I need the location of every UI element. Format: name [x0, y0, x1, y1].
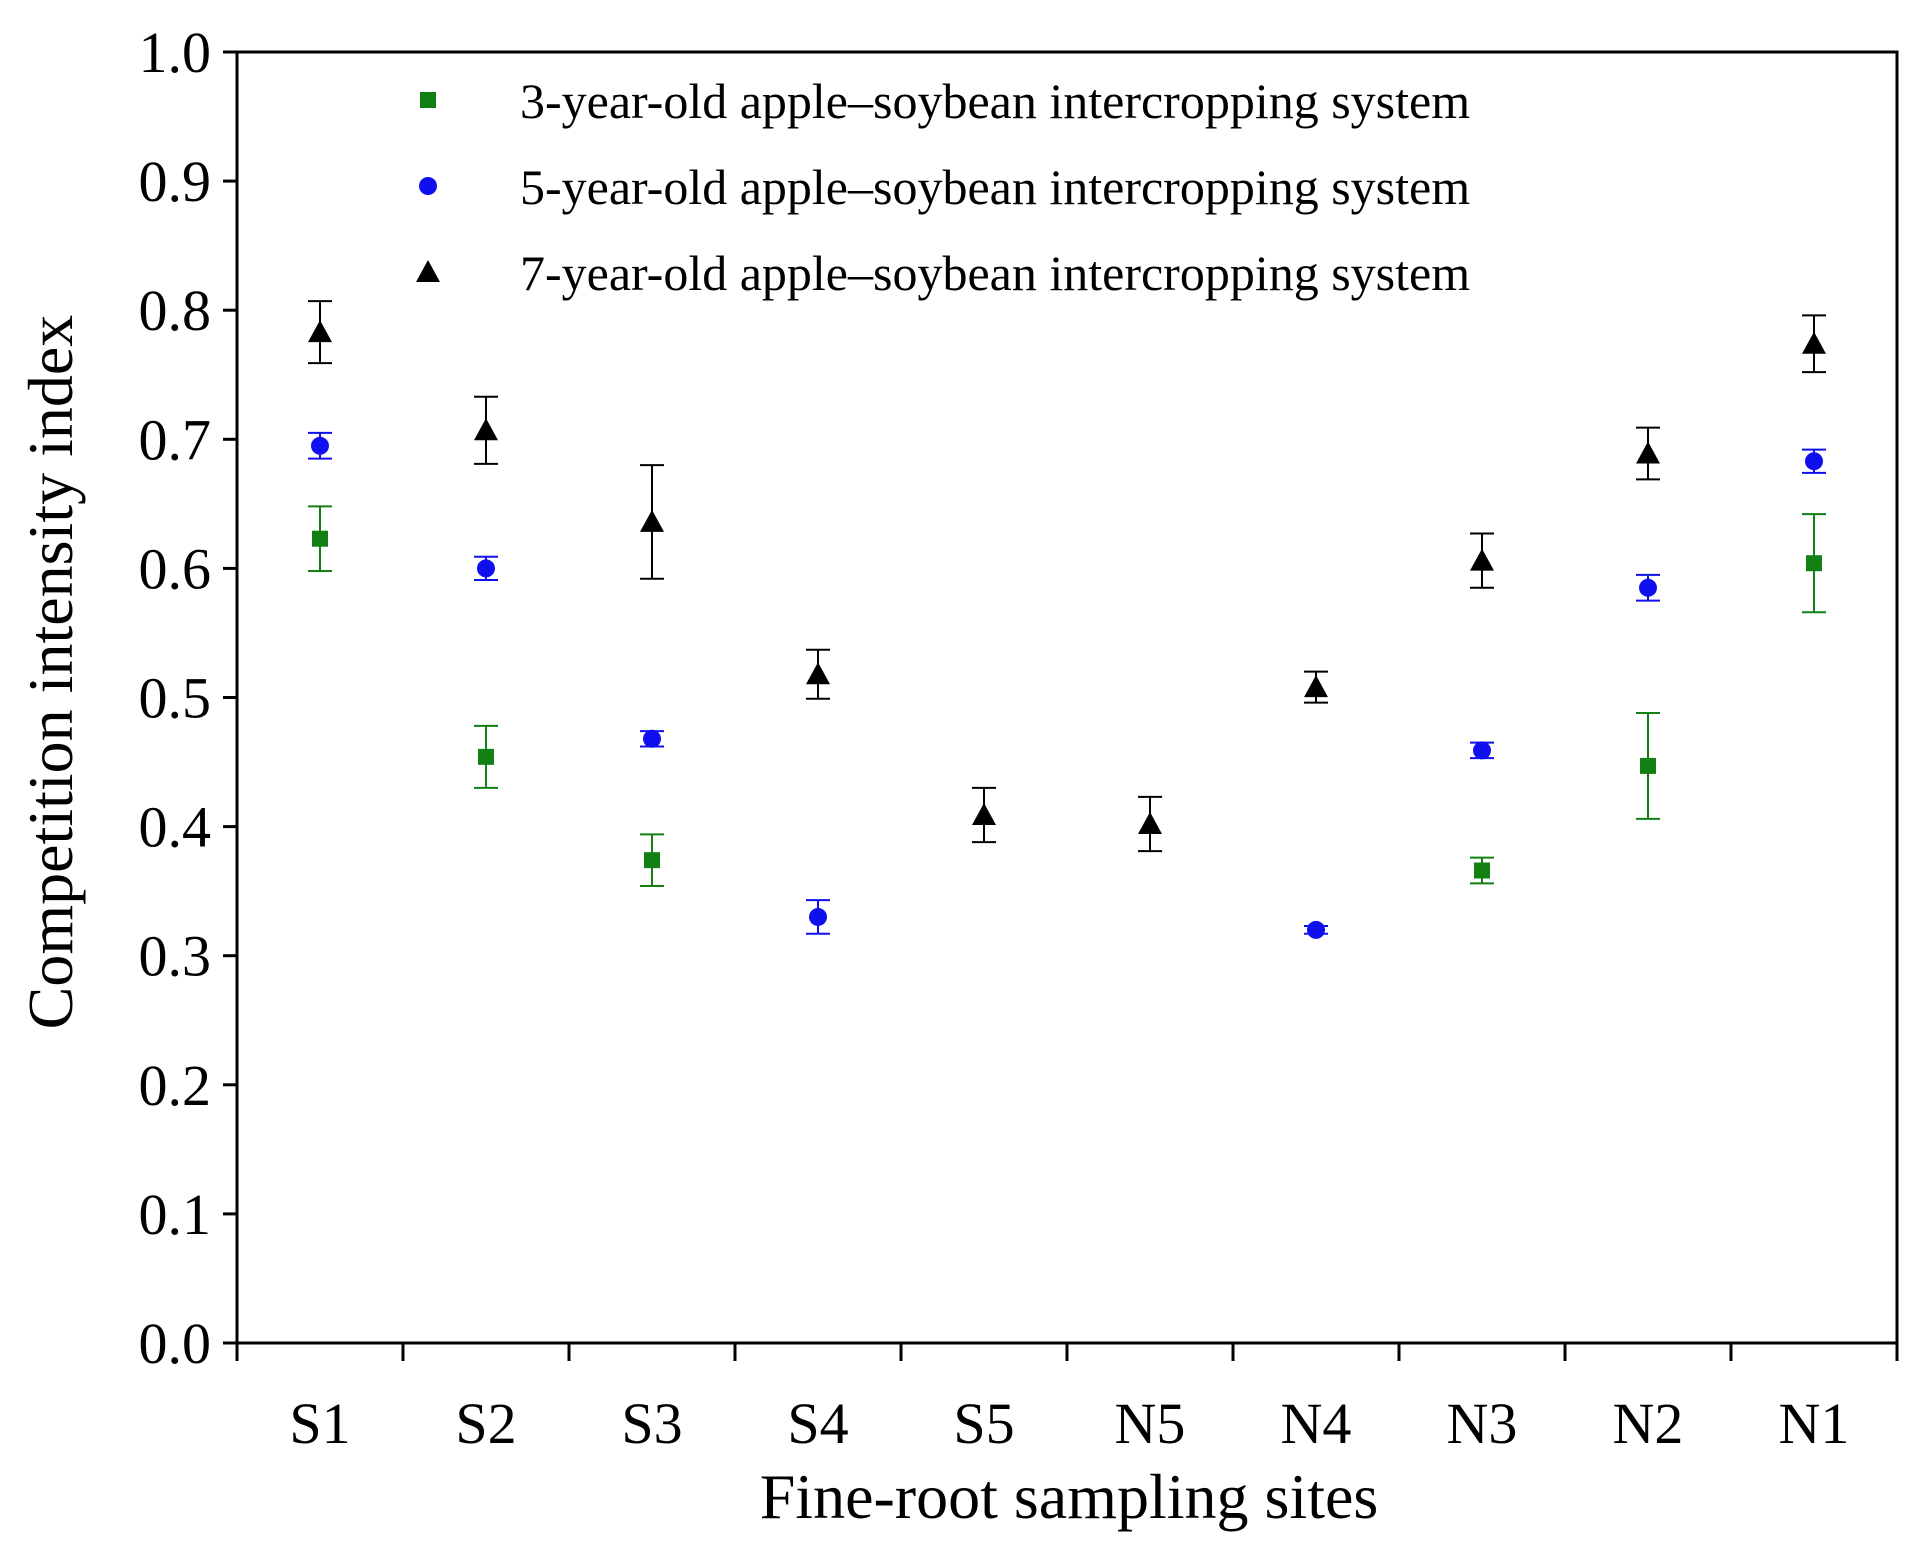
y-tick-label: 0.1: [139, 1182, 212, 1247]
y-tick-label: 1.0: [139, 20, 212, 85]
x-tick-label: N4: [1281, 1391, 1352, 1456]
x-tick-label: S5: [953, 1391, 1014, 1456]
x-tick-label: N5: [1115, 1391, 1186, 1456]
data-point-square: [1640, 757, 1656, 774]
data-point-triangle: [308, 320, 332, 343]
y-tick-label: 0.6: [139, 536, 212, 601]
y-tick-label: 0.0: [139, 1311, 212, 1376]
y-tick-label: 0.2: [139, 1053, 212, 1118]
data-point-triangle: [640, 509, 664, 532]
data-point-circle: [1805, 452, 1823, 471]
data-point-square: [312, 530, 328, 547]
x-tick-label: S4: [787, 1391, 848, 1456]
y-axis-title: Competition intensity index: [15, 315, 86, 1030]
data-point-triangle: [1304, 675, 1328, 698]
x-axis-title: Fine-root sampling sites: [760, 1461, 1379, 1532]
legend: 3-year-old apple–soybean intercropping s…: [416, 73, 1470, 301]
legend-label: 7-year-old apple–soybean intercropping s…: [520, 245, 1470, 301]
data-point-triangle: [806, 662, 830, 685]
legend-marker-square: [420, 92, 436, 108]
data-point-triangle: [972, 802, 996, 825]
data-point-circle: [1473, 741, 1491, 760]
legend-marker-circle: [419, 177, 437, 195]
data-point-circle: [1639, 578, 1657, 597]
series-1: [308, 505, 1826, 887]
legend-label: 3-year-old apple–soybean intercropping s…: [520, 73, 1470, 129]
data-point-square: [644, 852, 660, 869]
x-tick-label: S2: [455, 1391, 516, 1456]
data-point-square: [1474, 862, 1490, 879]
y-tick-label: 0.5: [139, 666, 212, 731]
data-point-triangle: [1470, 548, 1494, 571]
data-point-triangle: [474, 418, 498, 441]
legend-marker-triangle: [416, 260, 440, 282]
data-point-circle: [477, 559, 495, 578]
series-3: [308, 300, 1826, 853]
data-point-triangle: [1138, 812, 1162, 835]
plot-area: 0.0 0.1 0.2 0.3 0.4 0.5 0.6 0.7 0.8 0.9 1.0 S1 S2 S3 S…: [139, 20, 1899, 1456]
legend-label: 5-year-old apple–soybean intercropping s…: [520, 159, 1470, 215]
x-tick-label: S3: [621, 1391, 682, 1456]
x-tick-label: N2: [1613, 1391, 1684, 1456]
data-point-circle: [311, 436, 329, 455]
x-tick-label: N3: [1447, 1391, 1518, 1456]
x-tick-label: N1: [1779, 1391, 1850, 1456]
data-point-circle: [1307, 920, 1325, 939]
data-point-circle: [643, 729, 661, 748]
y-tick-label: 0.7: [139, 407, 212, 472]
y-tick-label: 0.4: [139, 795, 212, 860]
y-tick-label: 0.8: [139, 278, 212, 343]
y-tick-label: 0.3: [139, 924, 212, 989]
x-tick-label: S1: [289, 1391, 350, 1456]
y-tick-label: 0.9: [139, 149, 212, 214]
data-point-triangle: [1802, 331, 1826, 354]
data-point-square: [478, 748, 494, 765]
data-point-square: [1806, 555, 1822, 572]
data-point-triangle: [1636, 441, 1660, 464]
series-2: [308, 431, 1826, 939]
data-point-circle: [809, 907, 827, 926]
